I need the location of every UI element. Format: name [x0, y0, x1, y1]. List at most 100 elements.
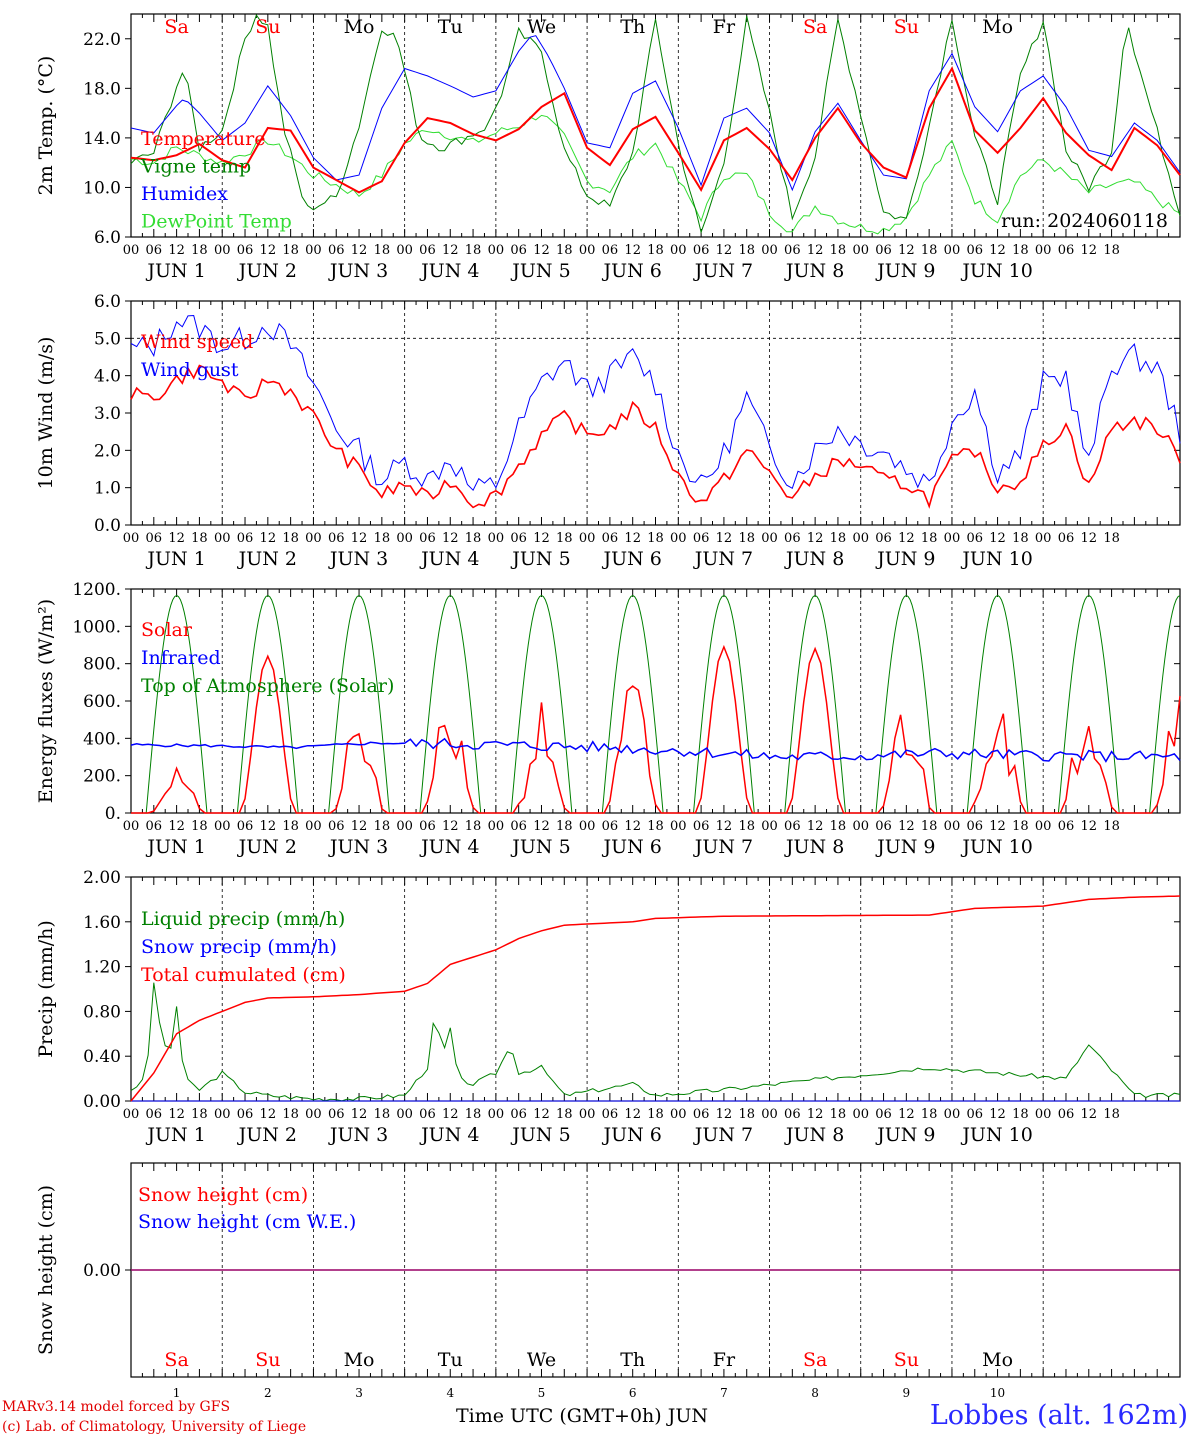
date-tick-label: JUN 7 — [693, 1124, 753, 1146]
day-number-label: 5 — [538, 1386, 546, 1400]
hour-tick-label: 06 — [510, 531, 527, 546]
hour-tick-label: 00 — [214, 531, 231, 546]
hour-tick-label: 18 — [374, 531, 391, 546]
hour-tick-label: 18 — [282, 531, 299, 546]
y-axis-label: Snow height (cm) — [35, 1185, 57, 1355]
hour-tick-label: 00 — [670, 819, 687, 834]
date-tick-label: JUN 6 — [602, 1124, 662, 1146]
day-name: We — [527, 1349, 556, 1371]
hour-tick-label: 12 — [442, 243, 459, 258]
hour-tick-label: 00 — [1035, 819, 1052, 834]
panel-2: 0.0 1.0 2.0 3.0 4.0 5.0 6.0 10m Wind (m/s) Wind … — [35, 292, 1181, 570]
hour-tick-label: 12 — [716, 243, 733, 258]
hour-tick-label: 00 — [396, 531, 413, 546]
hour-tick-label: 06 — [784, 531, 801, 546]
day-number-label: 9 — [903, 1386, 911, 1400]
day-number-label: 8 — [811, 1386, 819, 1400]
day-number-label: 2 — [264, 1386, 272, 1400]
hour-tick-label: 00 — [944, 1107, 961, 1122]
panel-frame — [130, 300, 1181, 526]
hour-tick-label: 12 — [351, 531, 368, 546]
date-tick-label: JUN 6 — [602, 548, 662, 570]
hour-tick-label: 18 — [647, 1107, 664, 1122]
hour-tick-label: 06 — [510, 243, 527, 258]
legend-entry: Infrared — [141, 647, 221, 669]
hour-tick-label: 12 — [1081, 531, 1098, 546]
y-tick-label: 0.00 — [83, 1261, 121, 1281]
hour-tick-label: 00 — [1035, 531, 1052, 546]
date-tick-label: JUN 4 — [419, 1124, 479, 1146]
hour-tick-label: 06 — [510, 1107, 527, 1122]
hour-tick-label: 06 — [419, 531, 436, 546]
hour-tick-label: 12 — [716, 819, 733, 834]
day-number-label: 1 — [173, 1386, 181, 1400]
series-wind-speed — [130, 364, 1181, 509]
hour-tick-label: 06 — [875, 243, 892, 258]
hour-tick-label: 06 — [419, 1107, 436, 1122]
date-tick-label: JUN 6 — [602, 836, 662, 858]
y-tick-label: 1.20 — [83, 958, 121, 978]
hour-tick-label: 12 — [533, 1107, 550, 1122]
y-tick-label: 3.0 — [94, 404, 121, 424]
date-tick-label: JUN 8 — [784, 548, 844, 570]
hour-tick-label: 00 — [944, 243, 961, 258]
day-number-label: 7 — [720, 1386, 728, 1400]
date-tick-label: JUN 3 — [328, 548, 388, 570]
hour-tick-label: 18 — [830, 531, 847, 546]
day-name: Mo — [982, 1349, 1013, 1371]
hour-tick-label: 06 — [328, 819, 345, 834]
lab-credit: (c) Lab. of Climatology, University of L… — [2, 1419, 307, 1435]
hour-tick-label: 12 — [168, 531, 185, 546]
date-tick-label: JUN 7 — [693, 260, 753, 282]
hour-tick-label: 06 — [419, 819, 436, 834]
hour-tick-label: 18 — [191, 1107, 208, 1122]
hour-tick-label: 06 — [237, 1107, 254, 1122]
hour-tick-label: 18 — [1103, 819, 1120, 834]
date-tick-label: JUN 1 — [145, 260, 205, 282]
hour-tick-label: 00 — [123, 819, 140, 834]
hour-tick-label: 18 — [921, 531, 938, 546]
hour-tick-label: 12 — [989, 1107, 1006, 1122]
date-tick-label: JUN 6 — [602, 260, 662, 282]
y-tick-label: 1200. — [72, 580, 121, 600]
hour-tick-label: 00 — [761, 243, 778, 258]
date-tick-label: JUN 9 — [875, 548, 935, 570]
hour-tick-label: 00 — [396, 819, 413, 834]
y-tick-label: 2.00 — [83, 868, 121, 888]
date-tick-label: JUN 5 — [510, 260, 570, 282]
hour-tick-label: 12 — [898, 531, 915, 546]
hour-tick-label: 18 — [556, 819, 573, 834]
hour-tick-label: 00 — [305, 243, 322, 258]
legend-entry: Total cumulated (cm) — [141, 964, 346, 986]
hour-tick-label: 06 — [693, 819, 710, 834]
hour-tick-label: 06 — [237, 531, 254, 546]
date-tick-label: JUN 5 — [510, 1124, 570, 1146]
date-tick-label: JUN 3 — [328, 836, 388, 858]
hour-tick-label: 00 — [579, 243, 596, 258]
hour-tick-label: 00 — [488, 243, 505, 258]
day-name: Th — [620, 16, 645, 38]
hour-tick-label: 12 — [351, 243, 368, 258]
hour-tick-label: 00 — [214, 1107, 231, 1122]
date-tick-label: JUN 4 — [419, 548, 479, 570]
hour-tick-label: 12 — [168, 1107, 185, 1122]
hour-tick-label: 18 — [921, 1107, 938, 1122]
hour-tick-label: 18 — [191, 819, 208, 834]
hour-tick-label: 18 — [830, 243, 847, 258]
hour-tick-label: 18 — [647, 819, 664, 834]
hour-tick-label: 18 — [738, 243, 755, 258]
hour-tick-label: 18 — [465, 819, 482, 834]
series-infrared — [130, 737, 1181, 763]
day-name: Fr — [713, 1349, 736, 1371]
hour-tick-label: 06 — [966, 531, 983, 546]
hour-tick-label: 00 — [305, 1107, 322, 1122]
hour-tick-label: 18 — [1103, 1107, 1120, 1122]
hour-tick-label: 00 — [670, 1107, 687, 1122]
hour-tick-label: 06 — [966, 243, 983, 258]
hour-tick-label: 06 — [1058, 1107, 1075, 1122]
date-tick-label: JUN 5 — [510, 836, 570, 858]
hour-tick-label: 00 — [488, 1107, 505, 1122]
hour-tick-label: 06 — [602, 819, 619, 834]
hour-tick-label: 06 — [146, 243, 163, 258]
series-dewpoint-temp — [130, 114, 1181, 235]
